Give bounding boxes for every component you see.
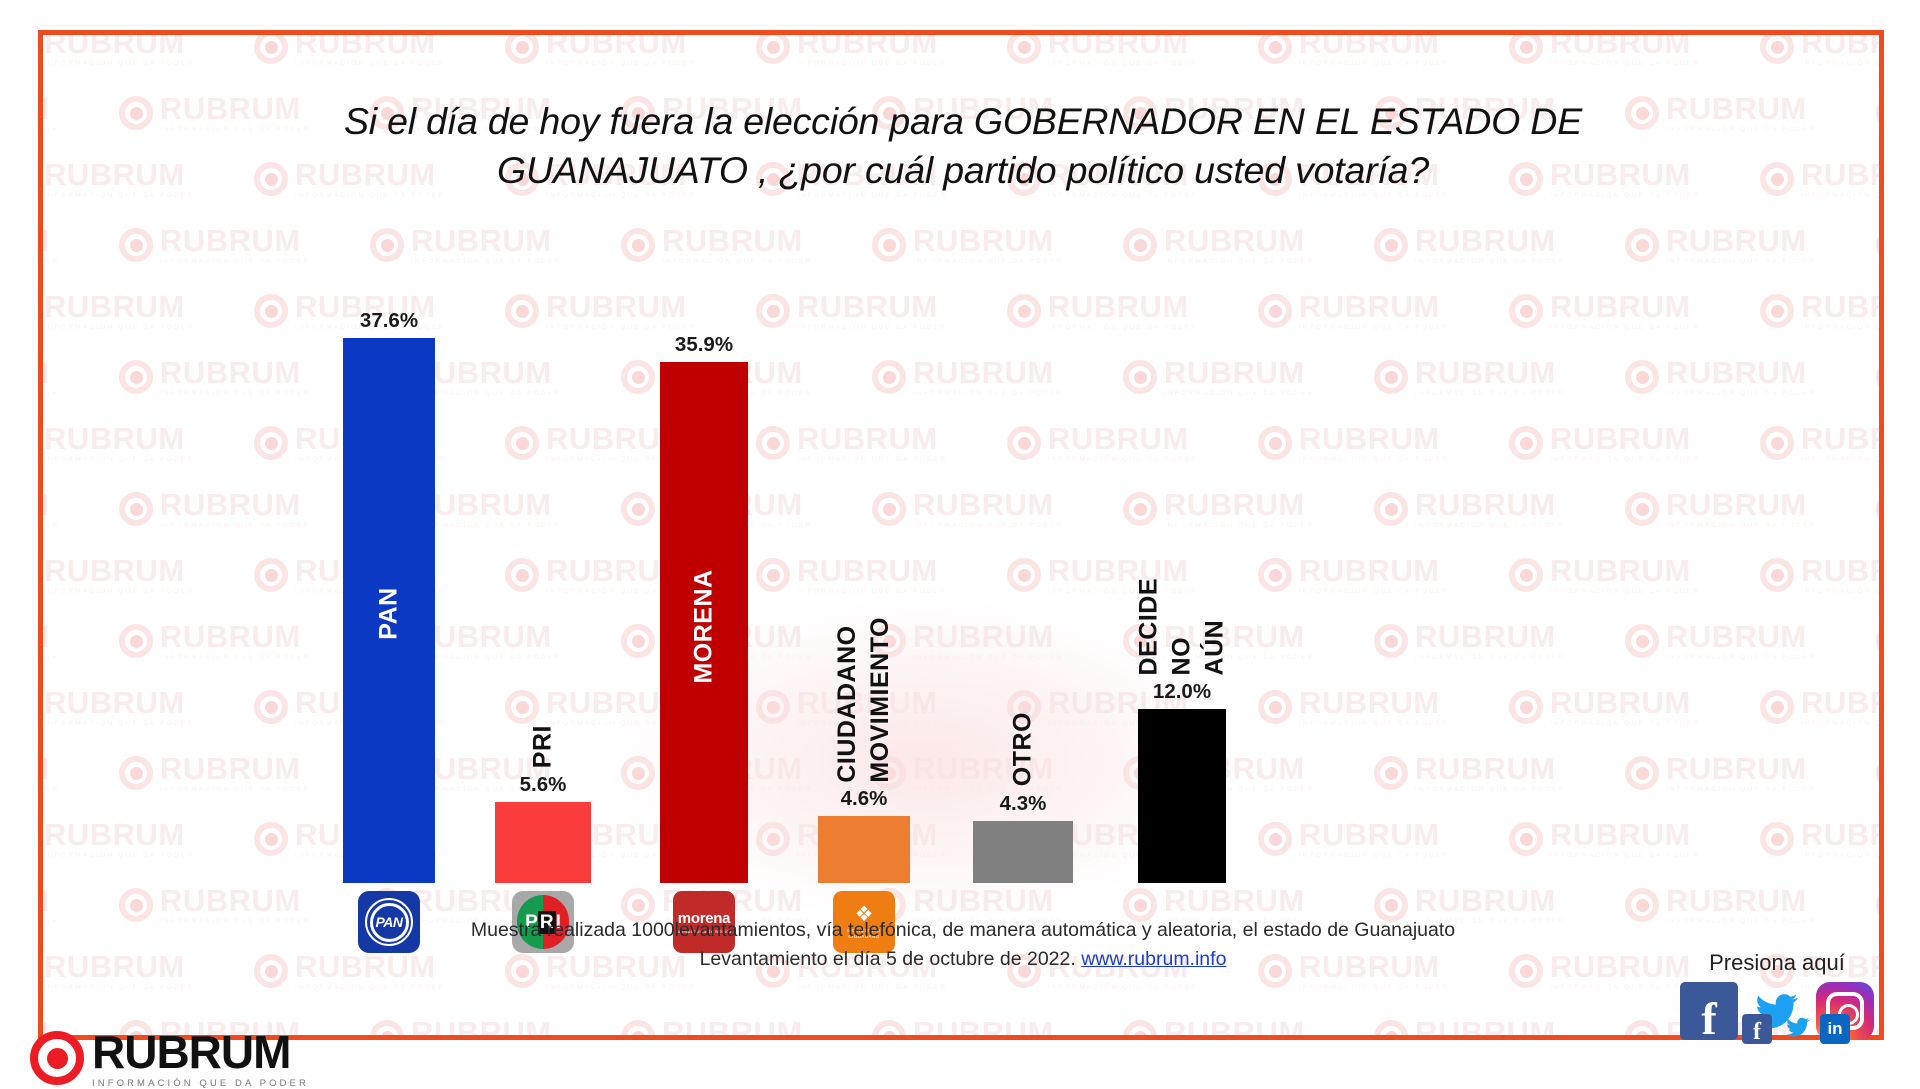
facebook-icon-small[interactable]: f [1742, 1014, 1772, 1044]
bar-category-label-word: AÚN [1200, 619, 1229, 675]
bar-category-label: MORENA [689, 569, 718, 684]
bar-category-label: PRI [528, 724, 557, 768]
bar-chart: 37.6% PAN PAN PRI 5.6% P R I 35.9% morena la esper… [43, 35, 1879, 1035]
rubrum-logo: RUBRUM INFORMACIÓN QUE DA PODER [30, 1029, 309, 1089]
social-prompt-label: Presiona aquí [1709, 950, 1845, 975]
linkedin-icon-small[interactable]: in [1820, 1014, 1850, 1044]
social-links: Presiona aquí f f in [1680, 950, 1874, 1044]
bar-category-label: MOVIMIENTO CIUDADANO [833, 617, 895, 783]
poster-frame: RUBRUM INFORMACIÓN QUE DA PODER RUBRUM INFO… [38, 30, 1884, 1040]
bar-value-label: 35.9% [674, 333, 734, 357]
bar-value-label: 4.3% [999, 791, 1047, 815]
bar[interactable] [1138, 709, 1226, 883]
rubrum-target-icon [30, 1031, 84, 1086]
bar-category-label: AÚN NO DECIDE [1135, 578, 1230, 675]
bar-value-label: 4.6% [840, 787, 888, 811]
bar-group: 35.9% morena la esperanza de México MORENA [660, 333, 748, 953]
bar-category-label: OTRO [1008, 712, 1037, 787]
bar-group: OTRO 4.3% [973, 712, 1073, 883]
bar-value-label: 5.6% [519, 772, 567, 796]
rubrum-logo-text: RUBRUM INFORMACIÓN QUE DA PODER [92, 1029, 309, 1089]
bar-category-label-word: CIUDADANO [833, 625, 861, 783]
bar-category-label-word: MOVIMIENTO [866, 616, 894, 783]
bar-value-label: 37.6% [359, 308, 419, 332]
bar-category-label-word: DECIDE [1134, 577, 1163, 675]
bar-category-label-word: NO [1167, 636, 1196, 676]
twitter-icon-small[interactable] [1784, 1015, 1812, 1044]
rubrum-website-link[interactable]: www.rubrum.info [1081, 947, 1227, 970]
bar[interactable] [495, 801, 591, 883]
methodology-line-1: Muestra realizada 1000levantamientos, ví… [470, 919, 1456, 942]
bar-category-label: PAN [374, 587, 403, 641]
bar[interactable] [973, 820, 1073, 883]
bar-group: 37.6% PAN PAN [343, 309, 435, 953]
brand-name: RUBRUM [92, 1025, 291, 1078]
bar-value-label: 12.0% [1152, 680, 1212, 703]
methodology-date: Levantamiento el día 5 de octubre de 202… [699, 947, 1076, 970]
methodology-line-2: Levantamiento el día 5 de octubre de 202… [223, 945, 1703, 973]
bar[interactable]: MORENA [660, 362, 748, 883]
bar[interactable]: PAN [343, 337, 435, 883]
poster-content: Si el día de hoy fuera la elección para … [43, 35, 1879, 1035]
facebook-icon[interactable]: f [1680, 982, 1738, 1041]
methodology-note: Muestra realizada 1000levantamientos, ví… [223, 916, 1703, 973]
social-icon-row: f f in [1680, 982, 1874, 1044]
bar-group: MOVIMIENTO CIUDADANO 4.6% ❖ MOVIMIENTO CIUDA… [818, 617, 910, 953]
bar[interactable] [818, 816, 910, 883]
mc-logo-sub: MOVIMIENTO CIUDADANO [847, 928, 881, 939]
morena-logo-sub: la esperanza de México [676, 929, 732, 934]
bar-group: PRI 5.6% P R I [495, 725, 591, 953]
bar-group: AÚN NO DECIDE 12.0% [1135, 578, 1229, 883]
